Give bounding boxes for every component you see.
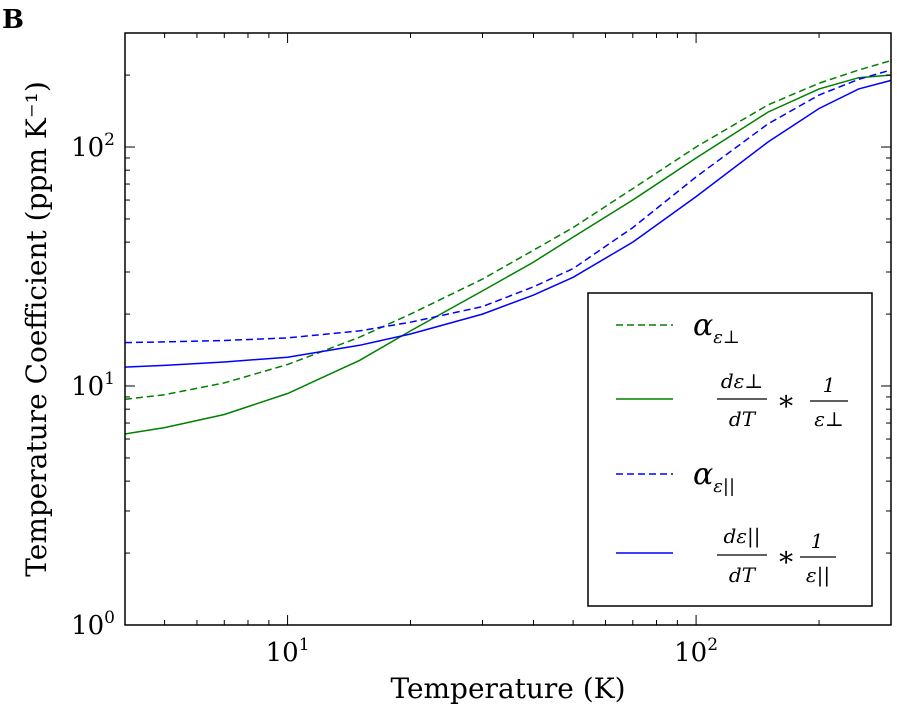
- legend-inverse-den: ε||: [806, 563, 830, 588]
- panel-label: B: [2, 5, 24, 35]
- legend-frac-den: dT: [729, 407, 757, 431]
- y-tick-label: 102: [71, 130, 115, 163]
- x-tick-label: 102: [674, 635, 718, 668]
- legend-inverse-num: 1: [811, 529, 824, 553]
- legend-operator: ∗: [776, 540, 795, 573]
- series-layer: [124, 59, 892, 435]
- legend-frac-num: dε||: [723, 524, 760, 549]
- y-axis-label: Temperature Coefficient (ppm K⁻¹): [20, 81, 53, 577]
- legend-alpha-symbol: α: [693, 308, 713, 343]
- series-line-alpha-eps-par: [124, 69, 892, 344]
- legend-label-alpha-eps-par: αε||: [693, 457, 735, 497]
- series-line-deps-perp-dT-times-inv-eps-perp: [124, 74, 892, 435]
- legend-box: [587, 292, 873, 607]
- legend-inverse-den: ε⊥: [814, 407, 844, 431]
- legend-alpha-subscript: ε||: [713, 476, 735, 497]
- x-axis-label: Temperature (K): [390, 672, 625, 705]
- legend-frac-den: dT: [729, 563, 757, 587]
- legend-frac-num: dε⊥: [721, 369, 763, 393]
- x-tick-label: 101: [266, 635, 310, 668]
- legend-label-alpha-eps-perp: αε⊥: [693, 308, 740, 348]
- series-line-deps-par-dT-times-inv-eps-par: [124, 79, 892, 368]
- legend-operator: ∗: [776, 384, 795, 417]
- y-tick-label: 100: [71, 608, 115, 641]
- y-tick-label: 101: [71, 369, 115, 402]
- tick-layer: 101 102 100 101 102: [71, 32, 892, 668]
- series-line-alpha-eps-perp: [124, 59, 892, 401]
- plot-frame: [124, 32, 892, 626]
- legend-inverse-num: 1: [823, 373, 836, 397]
- legend-alpha-symbol: α: [693, 457, 713, 492]
- legend: αε⊥ dε⊥ dT ∗ 1 ε⊥ αε|| dε|| dT ∗ 1 ε||: [587, 292, 873, 607]
- legend-alpha-subscript: ε⊥: [713, 327, 740, 348]
